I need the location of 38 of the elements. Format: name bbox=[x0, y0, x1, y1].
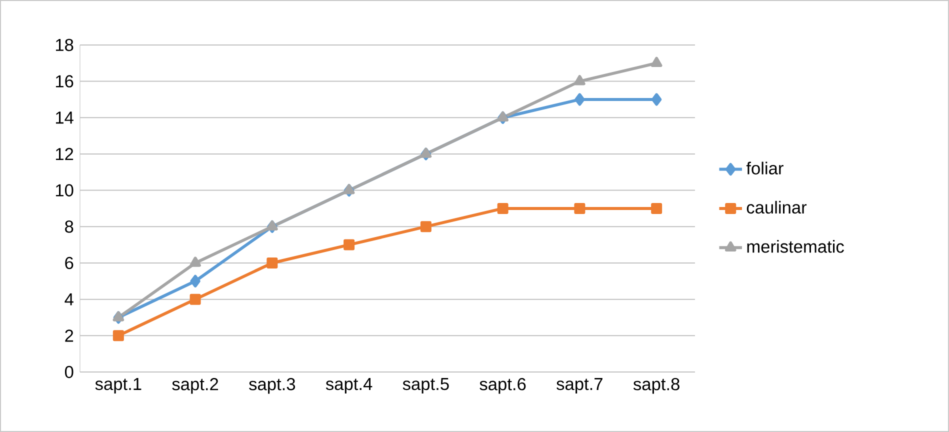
point bbox=[112, 330, 124, 342]
point bbox=[343, 184, 355, 194]
x-tick-label: sapt.3 bbox=[249, 378, 296, 394]
point bbox=[497, 202, 508, 214]
point bbox=[344, 239, 355, 250]
point bbox=[574, 93, 585, 106]
legend-label: foliar bbox=[746, 162, 784, 174]
x-tick-label: sapt.8 bbox=[633, 378, 680, 394]
y-tick-label: 10 bbox=[56, 184, 74, 196]
point bbox=[574, 75, 586, 86]
x-tick-label: sapt.7 bbox=[556, 378, 602, 394]
point bbox=[190, 274, 200, 288]
y-tick-label: 14 bbox=[56, 112, 74, 124]
point bbox=[650, 56, 662, 68]
point bbox=[651, 202, 662, 214]
y-tick-label: 8 bbox=[65, 220, 74, 233]
point bbox=[190, 256, 201, 267]
point bbox=[651, 93, 662, 106]
x-tick-label: sapt.6 bbox=[480, 378, 526, 394]
point bbox=[574, 202, 586, 214]
point bbox=[112, 311, 124, 322]
x-tick-label: sapt.5 bbox=[402, 378, 449, 394]
y-tick-label: 4 bbox=[64, 293, 74, 306]
legend-label: meristematic bbox=[747, 240, 844, 253]
y-tick-label: 18 bbox=[56, 38, 74, 52]
y-tick-label: 2 bbox=[65, 330, 74, 342]
y-tick-label: 6 bbox=[65, 256, 74, 270]
point bbox=[266, 257, 278, 268]
y-tick-label: 12 bbox=[56, 148, 74, 160]
legend-label: caulinar bbox=[746, 200, 807, 214]
y-tick-label: 16 bbox=[56, 75, 74, 88]
y-tick-label: 0 bbox=[64, 366, 74, 378]
point bbox=[420, 148, 432, 158]
point bbox=[190, 294, 201, 305]
point bbox=[420, 221, 432, 232]
x-tick-label: sapt.2 bbox=[172, 378, 218, 394]
x-tick-label: sapt.1 bbox=[95, 378, 142, 394]
x-tick-label: sapt.4 bbox=[326, 378, 372, 394]
